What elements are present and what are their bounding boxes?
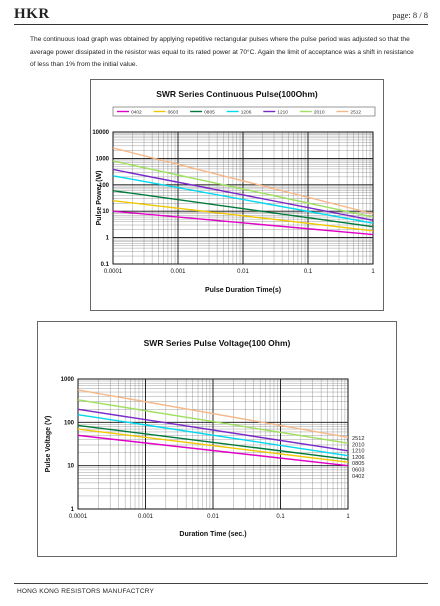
- volt-y-tick-label: 1000: [61, 377, 75, 383]
- cont-series-line-1206: [112, 175, 374, 224]
- cont-legend-box: [112, 106, 376, 117]
- cont-legend-label-1210: 1210: [277, 110, 288, 116]
- volt-legend-label-0805: 0805: [352, 461, 364, 467]
- cont-legend-label-0603: 0603: [168, 110, 179, 116]
- continuous-pulse-chart: SWR Series Continuous Pulse(100Ohm) 0.000…: [90, 79, 384, 311]
- cont-legend-label-2512: 2512: [350, 110, 361, 116]
- cont-plot-border: [112, 131, 374, 265]
- volt-series-line-2010: [77, 399, 349, 444]
- cont-x-tick-label: 0.1: [304, 269, 313, 275]
- cont-x-tick-label: 1: [371, 269, 375, 275]
- volt-x-tick-label: 0.001: [138, 514, 154, 520]
- volt-chart-title: SWR Series Pulse Voltage(100 Ohm): [144, 338, 291, 348]
- cont-y-axis-label: Pulse Power (W): [96, 171, 103, 226]
- volt-legend-label-0402: 0402: [352, 474, 364, 480]
- cont-legend-label-2010: 2010: [314, 110, 325, 116]
- pulse-voltage-chart: SWR Series Pulse Voltage(100 Ohm) 0.0001 0…: [37, 321, 397, 557]
- cont-series-line-0402: [112, 210, 374, 236]
- volt-x-tick-label: 1: [346, 514, 350, 520]
- volt-y-tick-label: 10: [67, 464, 74, 470]
- volt-legend-label-1206: 1206: [352, 455, 364, 461]
- cont-grid: [112, 131, 374, 265]
- cont-series-line-2010: [112, 160, 374, 218]
- header-divider: [14, 24, 428, 25]
- continuous-pulse-plot: SWR Series Continuous Pulse(100Ohm) 0.000…: [92, 89, 376, 294]
- cont-series-line-2512: [112, 147, 374, 215]
- cont-y-tick-label: 0.1: [101, 262, 110, 268]
- cont-series-line-1210: [112, 168, 374, 222]
- volt-legend-label-2512: 2512: [352, 436, 364, 442]
- volt-series-line-1206: [77, 414, 349, 457]
- cont-legend-label-1206: 1206: [241, 110, 252, 116]
- volt-series-line-1210: [77, 408, 349, 452]
- cont-y-tick-label: 10: [102, 209, 109, 215]
- cont-chart-title: SWR Series Continuous Pulse(100Ohm): [156, 89, 318, 99]
- volt-legend-label-1210: 1210: [352, 449, 364, 455]
- volt-legend-label-0603: 0603: [352, 468, 364, 474]
- intro-paragraph: The continuous load graph was obtained b…: [30, 36, 414, 69]
- cont-x-tick-label: 0.0001: [104, 269, 123, 275]
- company-logo: HKR: [14, 6, 50, 22]
- volt-plot-border: [77, 378, 349, 510]
- cont-x-tick-label: 0.01: [237, 269, 249, 275]
- cont-y-tick-label: 10000: [92, 130, 109, 136]
- cont-legend-label-0402: 0402: [131, 110, 142, 116]
- pulse-voltage-plot: SWR Series Pulse Voltage(100 Ohm) 0.0001 0…: [45, 338, 364, 538]
- volt-y-axis-label: Pulse Voltage (V): [45, 416, 52, 473]
- volt-x-tick-label: 0.01: [207, 514, 219, 520]
- volt-x-tick-label: 0.0001: [69, 514, 88, 520]
- volt-x-axis-label: Duration Time (sec.): [179, 531, 246, 538]
- volt-series-line-0402: [77, 434, 349, 467]
- volt-y-tick-label: 1: [71, 507, 75, 513]
- cont-x-tick-label: 0.001: [170, 269, 186, 275]
- volt-series-line-2512: [77, 389, 349, 439]
- volt-series-line-0603: [77, 428, 349, 463]
- cont-x-axis-label: Pulse Duration Time(s): [205, 287, 281, 294]
- volt-legend-label-2010: 2010: [352, 442, 364, 448]
- volt-x-tick-label: 0.1: [276, 514, 285, 520]
- cont-series-line-0603: [112, 199, 374, 232]
- cont-y-tick-label: 1: [106, 236, 110, 242]
- footer-company-name: HONG KONG RESISTORS MANUFACTCRY: [17, 588, 155, 595]
- footer-divider: [14, 583, 428, 584]
- volt-series-line-0805: [77, 424, 349, 461]
- page-number: page: 8 / 8: [392, 10, 428, 20]
- cont-legend: 0402 0603 0805 1206 1210 2010 2512: [112, 106, 376, 117]
- volt-y-tick-label: 100: [64, 420, 75, 426]
- cont-legend-label-0805: 0805: [204, 110, 215, 116]
- cont-y-tick-label: 100: [99, 183, 110, 189]
- cont-series-line-0805: [112, 189, 374, 228]
- cont-y-tick-label: 1000: [96, 156, 110, 162]
